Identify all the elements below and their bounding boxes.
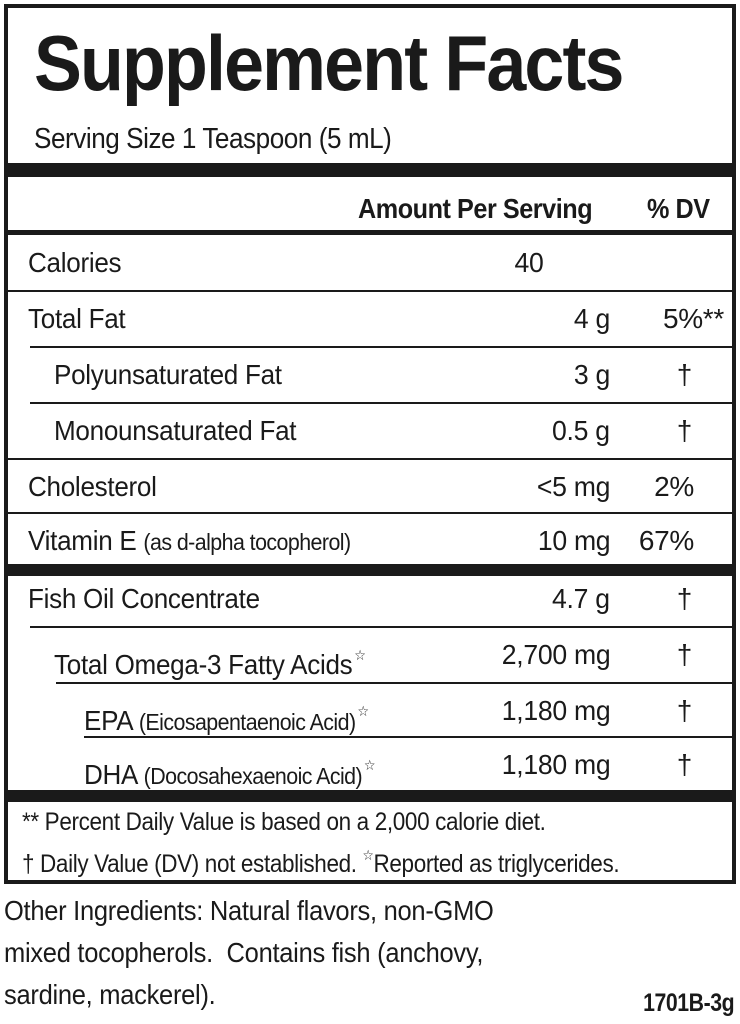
thick-divider: [8, 564, 732, 576]
medium-divider: [8, 230, 732, 235]
nutrient-amount: 3 g: [573, 359, 610, 390]
nutrient-row-omega-3: Total Omega-3 Fatty Acids ☆ 2,700 mg †: [8, 628, 732, 682]
nutrient-name: Cholesterol: [28, 471, 157, 502]
nutrient-dv: †: [676, 583, 693, 614]
nutrient-amount: <5 mg: [536, 471, 611, 502]
row-divider: [30, 626, 732, 628]
nutrient-name-group: Total Omega-3 Fatty Acids ☆: [54, 628, 366, 692]
nutrient-name: Vitamin E: [28, 525, 137, 556]
serving-size: Serving Size 1 Teaspoon (5 mL): [34, 123, 392, 155]
nutrient-name: Total Fat: [28, 303, 126, 334]
star-icon: ☆: [357, 703, 369, 719]
nutrient-dv: 2%: [654, 471, 694, 502]
nutrient-dv: †: [676, 749, 693, 780]
nutrient-full-name: (Docosahexaenoic Acid): [143, 763, 363, 789]
nutrient-name-group: DHA (Docosahexaenoic Acid) ☆: [84, 738, 376, 803]
nutrient-name-group: EPA (Eicosapentaenoic Acid) ☆: [84, 684, 369, 749]
nutrient-dv: †: [676, 695, 693, 726]
nutrient-row-dha: DHA (Docosahexaenoic Acid) ☆ 1,180 mg †: [8, 738, 732, 792]
nutrient-name-group: Vitamin E (as d-alpha tocopherol): [28, 514, 351, 569]
nutrient-dv: †: [676, 415, 693, 446]
nutrient-dv: 67%: [638, 525, 694, 556]
nutrient-row-total-fat: Total Fat 4 g 5%**: [8, 292, 732, 346]
nutrient-amount: 40: [514, 247, 544, 278]
thick-divider: [8, 790, 732, 802]
panel-title: Supplement Facts: [34, 19, 624, 107]
other-ingredients: Other Ingredients: Natural flavors, non-…: [4, 890, 494, 1016]
footnote-not-established: † Daily Value (DV) not established. ☆Rep…: [22, 839, 620, 881]
nutrient-dv: †: [676, 639, 693, 670]
row-divider: [8, 512, 732, 514]
header-amount-per-serving: Amount Per Serving: [357, 193, 593, 224]
nutrient-name: Calories: [28, 247, 122, 278]
supplement-facts-panel: Supplement Facts Serving Size 1 Teaspoon…: [4, 4, 736, 884]
nutrient-dv: †: [676, 359, 693, 390]
nutrient-row-polyunsaturated-fat: Polyunsaturated Fat 3 g †: [8, 348, 732, 402]
nutrient-row-vitamin-e: Vitamin E (as d-alpha tocopherol) 10 mg …: [8, 514, 732, 568]
footnote-triglycerides-text: Reported as triglycerides.: [373, 850, 620, 878]
header-percent-dv: % DV: [647, 193, 710, 224]
nutrient-amount: 4 g: [573, 303, 610, 334]
nutrient-source: (as d-alpha tocopherol): [143, 529, 351, 555]
other-ingredients-line: Other Ingredients: Natural flavors, non-…: [4, 895, 494, 926]
nutrient-amount: 2,700 mg: [501, 639, 610, 670]
footnotes: ** Percent Daily Value is based on a 2,0…: [22, 806, 620, 881]
product-code: 1701B-3g: [642, 989, 735, 1017]
row-divider: [8, 290, 732, 292]
row-divider: [30, 402, 732, 404]
row-divider: [8, 458, 732, 460]
star-icon: ☆: [362, 847, 374, 863]
nutrient-amount: 10 mg: [537, 525, 610, 556]
footnote-daily-value: ** Percent Daily Value is based on a 2,0…: [22, 808, 546, 836]
nutrient-dv: 5%**: [662, 303, 724, 334]
thick-divider: [8, 163, 732, 177]
nutrient-name: Monounsaturated Fat: [54, 415, 297, 446]
nutrient-name: Polyunsaturated Fat: [54, 359, 282, 390]
nutrient-row-fish-oil: Fish Oil Concentrate 4.7 g †: [8, 572, 732, 626]
nutrient-row-calories: Calories 40: [8, 236, 732, 290]
star-icon: ☆: [354, 647, 366, 663]
nutrient-name: DHA: [84, 759, 137, 790]
nutrient-amount: 4.7 g: [552, 583, 610, 614]
other-ingredients-line: mixed tocopherols. Contains fish (anchov…: [4, 937, 484, 968]
nutrient-amount: 0.5 g: [552, 415, 610, 446]
row-divider: [56, 682, 732, 684]
nutrient-amount: 1,180 mg: [501, 695, 610, 726]
other-ingredients-line: sardine, mackerel).: [4, 979, 216, 1010]
footnote-dagger-text: † Daily Value (DV) not established.: [22, 850, 363, 878]
nutrient-full-name: (Eicosapentaenoic Acid): [138, 709, 356, 735]
row-divider: [30, 346, 732, 348]
star-icon: ☆: [363, 757, 376, 773]
nutrient-name: Fish Oil Concentrate: [28, 583, 260, 614]
row-divider: [84, 736, 732, 738]
nutrient-row-epa: EPA (Eicosapentaenoic Acid) ☆ 1,180 mg †: [8, 684, 732, 738]
nutrient-row-cholesterol: Cholesterol <5 mg 2%: [8, 460, 732, 514]
nutrient-amount: 1,180 mg: [501, 749, 610, 780]
nutrient-row-monounsaturated-fat: Monounsaturated Fat 0.5 g †: [8, 404, 732, 458]
nutrient-name: EPA: [84, 705, 132, 736]
nutrient-name: Total Omega-3 Fatty Acids: [54, 649, 353, 680]
